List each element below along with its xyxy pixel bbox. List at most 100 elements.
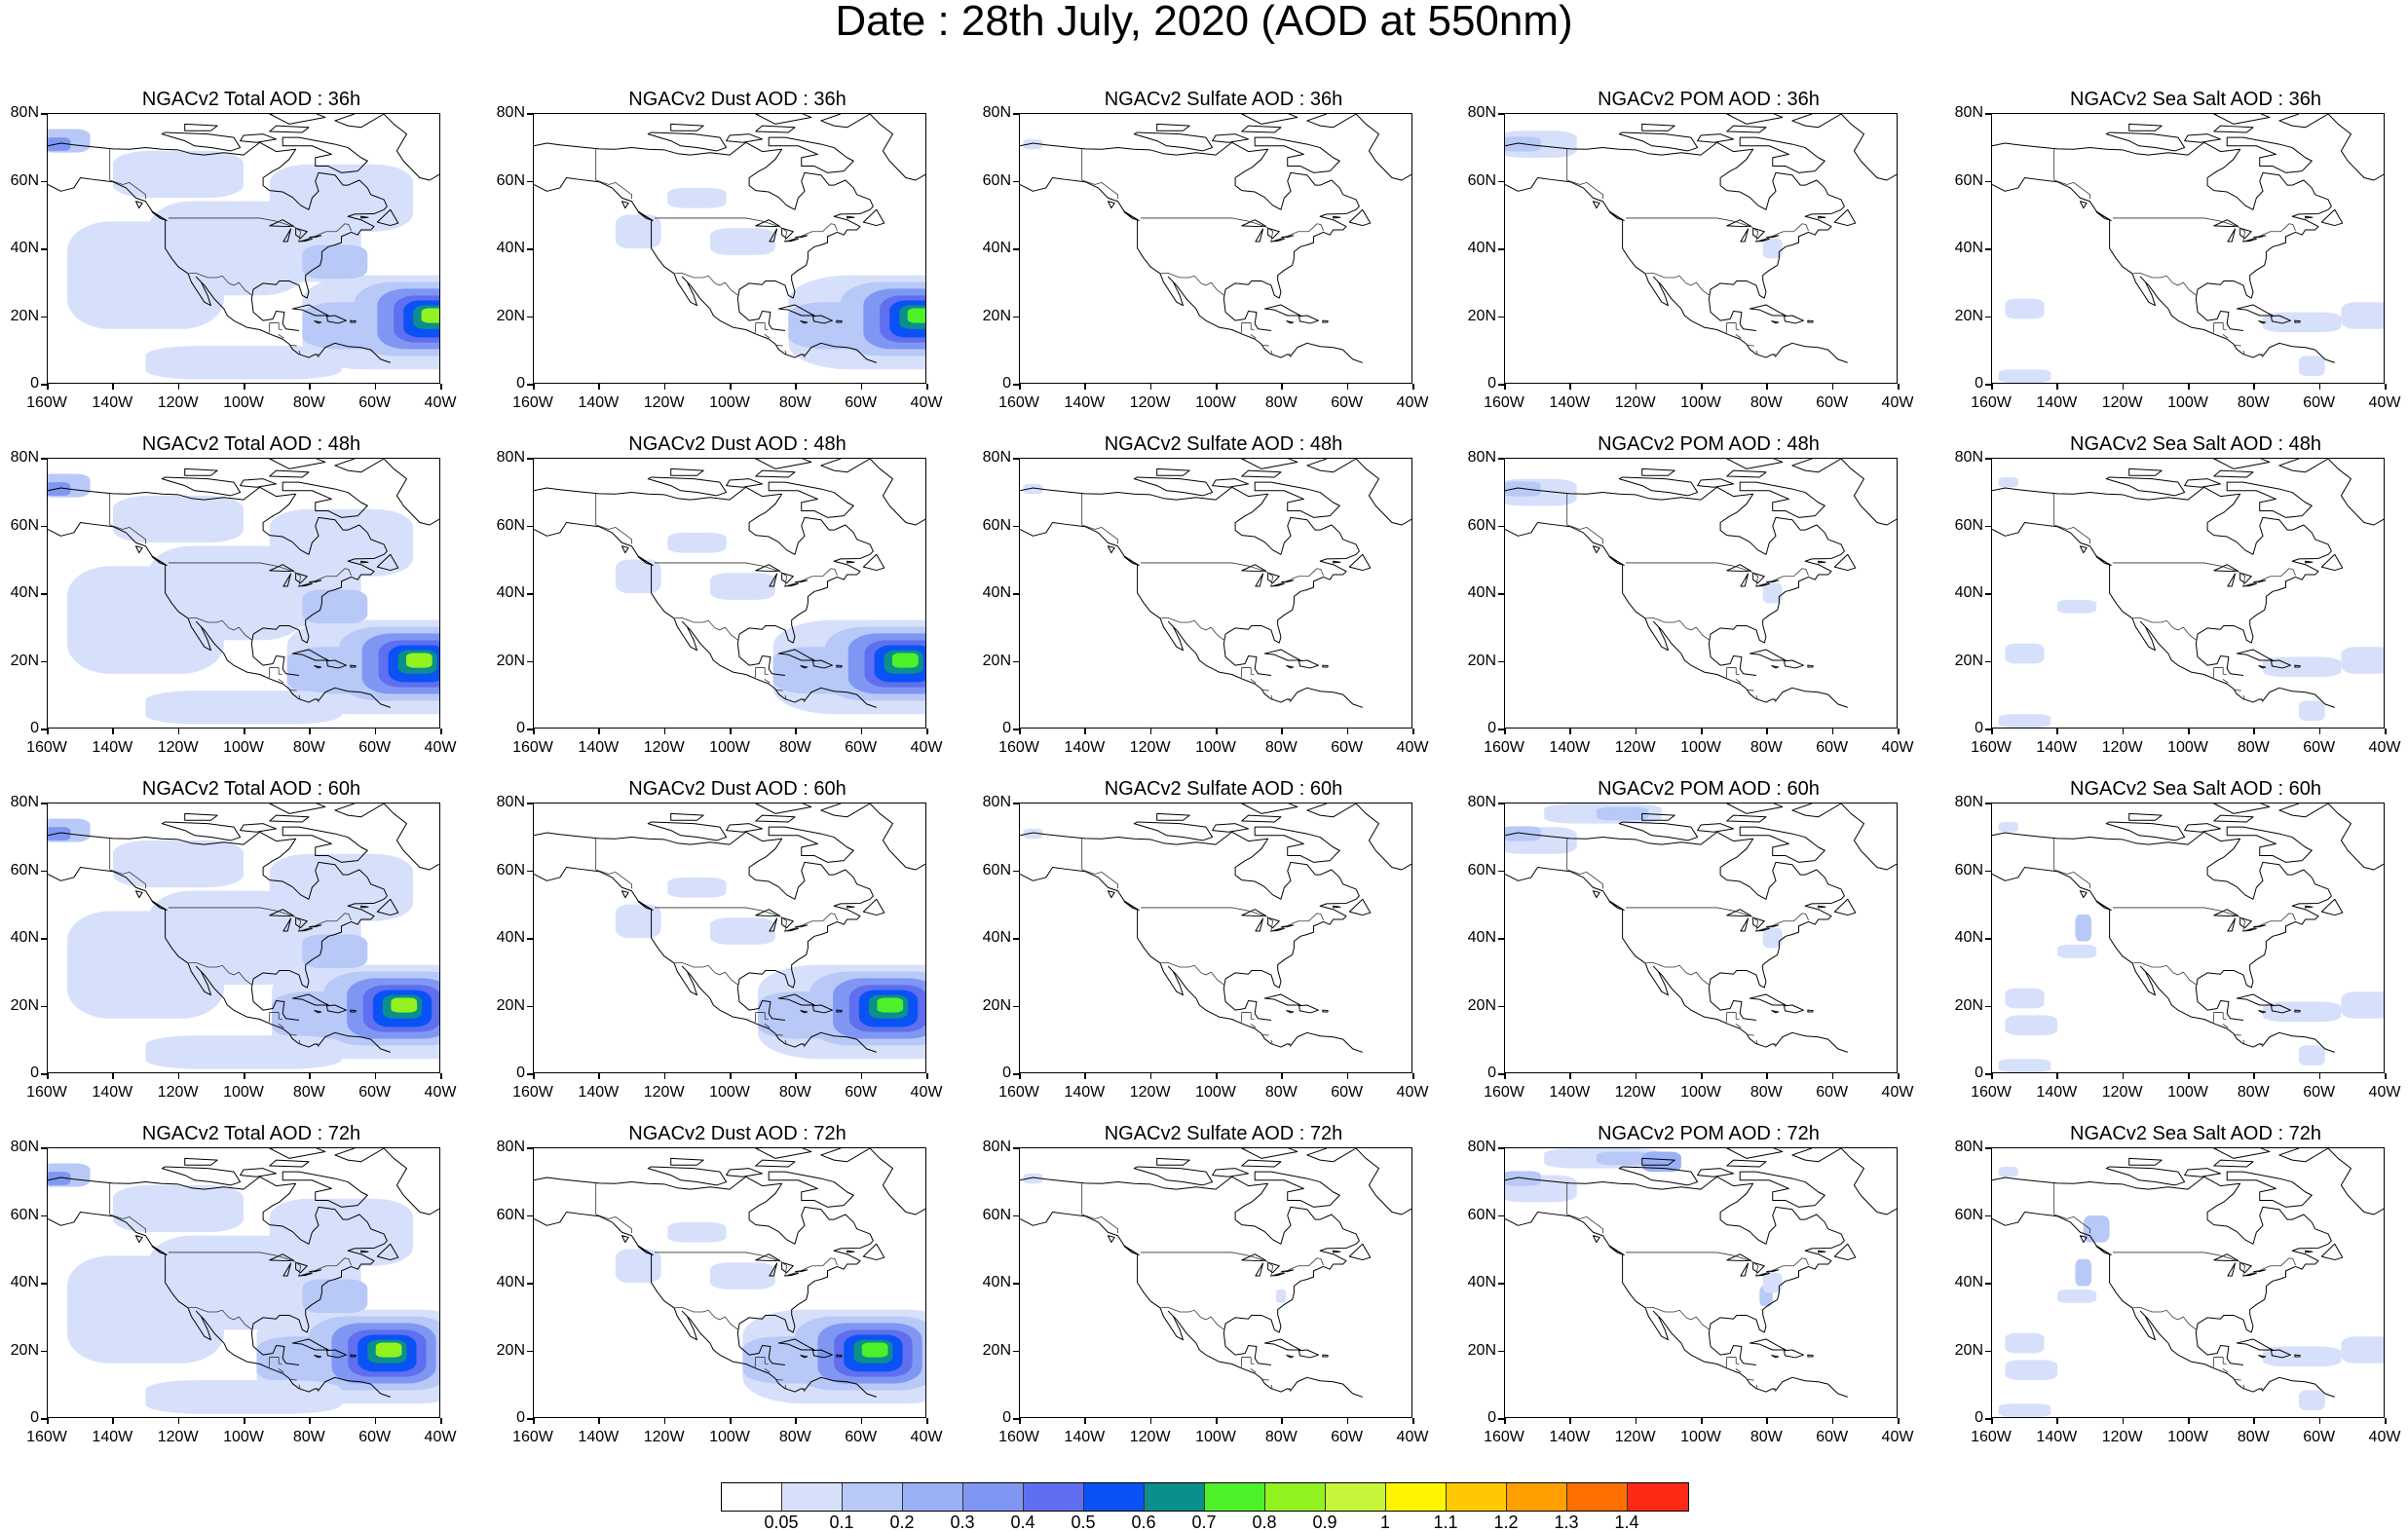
coastline [376, 898, 399, 916]
lon-tick [1766, 1073, 1768, 1079]
country-border [1755, 1384, 1758, 1390]
coastline [1833, 553, 1857, 572]
coastline [726, 823, 764, 833]
lon-tick-label: 40W [2368, 739, 2401, 756]
coastline [777, 649, 815, 661]
coastline [376, 1243, 399, 1261]
lon-tick [2253, 384, 2255, 390]
country-border [289, 1378, 297, 1381]
lat-tick-label: 80N [1467, 1139, 1496, 1155]
lat-tick [1498, 180, 1504, 182]
country-border [1566, 1214, 1603, 1234]
lon-tick-label: 60W [1331, 1429, 1364, 1445]
lat-tick-label: 80N [1467, 449, 1496, 466]
country-border [775, 1378, 783, 1381]
lon-tick-label: 120W [1614, 1429, 1656, 1445]
lon-tick [112, 384, 114, 390]
lat-tick [527, 1350, 533, 1352]
lat-tick-label: 40N [1467, 584, 1496, 601]
coastline [1212, 478, 1250, 488]
country-border [803, 1387, 806, 1393]
lon-tick [1149, 1073, 1152, 1079]
coastline [820, 1148, 871, 1163]
coastline [2305, 215, 2314, 219]
lat-tick-label: 40N [982, 929, 1011, 946]
coastline [800, 665, 809, 669]
colorbar-label: 0.2 [889, 1513, 915, 1532]
country-border [754, 1012, 766, 1024]
lon-tick [1019, 1418, 1021, 1424]
coastline [291, 649, 329, 661]
coastline [1505, 141, 1845, 331]
lat-tick [1985, 384, 1991, 386]
map-panel: NGACv2 Dust AOD : 72h 80N 60N 40N 20N 0 160W 14… [490, 1124, 943, 1445]
country-border [1160, 617, 1225, 641]
lat-tick-label: 0 [1002, 720, 1011, 736]
lon-tick [926, 384, 928, 390]
lat-tick [1013, 729, 1019, 730]
coastline [1618, 821, 1699, 841]
coastline [2305, 905, 2314, 909]
coastline [383, 803, 439, 871]
coastline [811, 1349, 833, 1359]
country-border [803, 697, 806, 703]
coastline [282, 917, 292, 932]
lat-tick-label: 0 [1975, 375, 1983, 392]
lat-tick-label: 20N [1467, 652, 1496, 669]
coastline [2227, 1262, 2237, 1277]
coastline [334, 459, 385, 473]
country-border [1747, 1378, 1754, 1381]
lon-tick-label: 60W [358, 739, 392, 756]
coastline [2213, 1159, 2254, 1168]
coastline [1241, 803, 1298, 814]
lon-tick-label: 80W [292, 739, 325, 756]
coastline [161, 476, 242, 497]
coastline [1269, 582, 1285, 587]
lat-tick [1013, 660, 1019, 662]
coastline [2239, 916, 2252, 929]
aod-shading [421, 308, 439, 323]
coastline [1269, 1272, 1285, 1277]
aod-shading [302, 244, 368, 280]
coastline [1783, 315, 1804, 324]
lon-tick [1635, 384, 1637, 390]
lon-tick [1346, 729, 1349, 734]
country-border [1774, 697, 1777, 703]
country-border [1140, 562, 1324, 587]
coastline [2236, 304, 2274, 317]
aod-shading [112, 495, 245, 543]
lon-tick-label: 80W [1264, 394, 1298, 411]
lon-tick [1701, 1418, 1703, 1424]
coastline [1020, 522, 1363, 708]
coastline [360, 560, 369, 564]
lon-tick-label: 60W [845, 394, 878, 411]
lon-tick-label: 60W [1331, 1084, 1364, 1101]
coastline [1255, 1262, 1264, 1277]
coastline [2305, 560, 2314, 564]
lat-tick [41, 316, 47, 318]
country-border [1645, 617, 1711, 641]
lat-tick-label: 0 [1975, 1409, 1983, 1426]
coastline [2294, 1009, 2301, 1013]
lon-tick [47, 1418, 49, 1424]
country-border [298, 1384, 301, 1390]
lat-tick-label: 20N [496, 652, 525, 669]
coastline [1333, 1250, 1341, 1253]
lon-tick-label: 160W [26, 1429, 67, 1445]
lat-tick [1498, 458, 1504, 460]
coastline [820, 114, 871, 129]
country-border [2053, 179, 2090, 200]
coastline [1306, 114, 1357, 129]
lat-tick-label: 20N [10, 652, 39, 669]
coastline [1771, 320, 1780, 324]
coastline [1791, 459, 1842, 473]
country-border [1240, 322, 1252, 334]
coastline [2128, 812, 2163, 821]
coastline [360, 1250, 369, 1253]
lat-tick-label: 40N [1954, 929, 1983, 946]
country-border [1735, 1024, 1742, 1028]
coastline [777, 304, 815, 317]
colorbar-swatch [1507, 1483, 1567, 1511]
lon-tick [1831, 384, 1834, 390]
country-border [1735, 1368, 1742, 1373]
